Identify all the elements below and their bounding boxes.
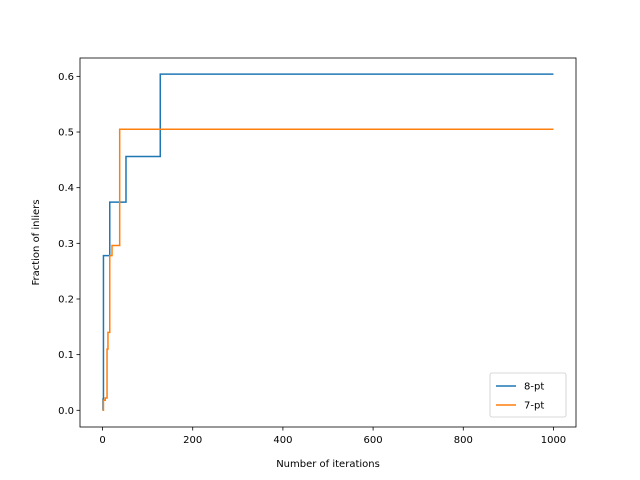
x-tick-label: 800 [454, 435, 473, 446]
plot-area [80, 58, 576, 427]
legend-label-8-pt: 8-pt [524, 382, 544, 393]
x-tick-label: 400 [273, 435, 292, 446]
y-tick-label: 0.3 [58, 239, 74, 250]
y-axis-label: Fraction of inliers [31, 199, 42, 285]
y-tick-label: 0.2 [58, 294, 74, 305]
y-tick-label: 0.1 [58, 350, 74, 361]
x-tick-label: 600 [364, 435, 383, 446]
legend: 8-pt 7-pt [489, 372, 567, 418]
y-tick-label: 0.6 [58, 72, 74, 83]
x-tick-label: 1000 [541, 435, 566, 446]
series-line-7-pt [102, 128, 554, 412]
legend-box [489, 372, 567, 418]
y-tick-label: 0.5 [58, 128, 74, 139]
x-axis-label: Number of iterations [276, 459, 380, 470]
y-tick-label: 0.0 [58, 406, 74, 417]
x-tick-label: 0 [99, 435, 105, 446]
y-tick-label: 0.4 [58, 183, 74, 194]
axes-frame [79, 57, 577, 428]
x-tick-label: 200 [183, 435, 202, 446]
axes-layer: 0 200 400 600 800 1000 0.0 0.1 0.2 0.3 0.4 0.5 0.6 [58, 57, 577, 446]
legend-label-7-pt: 7-pt [524, 401, 544, 412]
series-layer [102, 73, 554, 412]
plot-background [80, 58, 576, 427]
